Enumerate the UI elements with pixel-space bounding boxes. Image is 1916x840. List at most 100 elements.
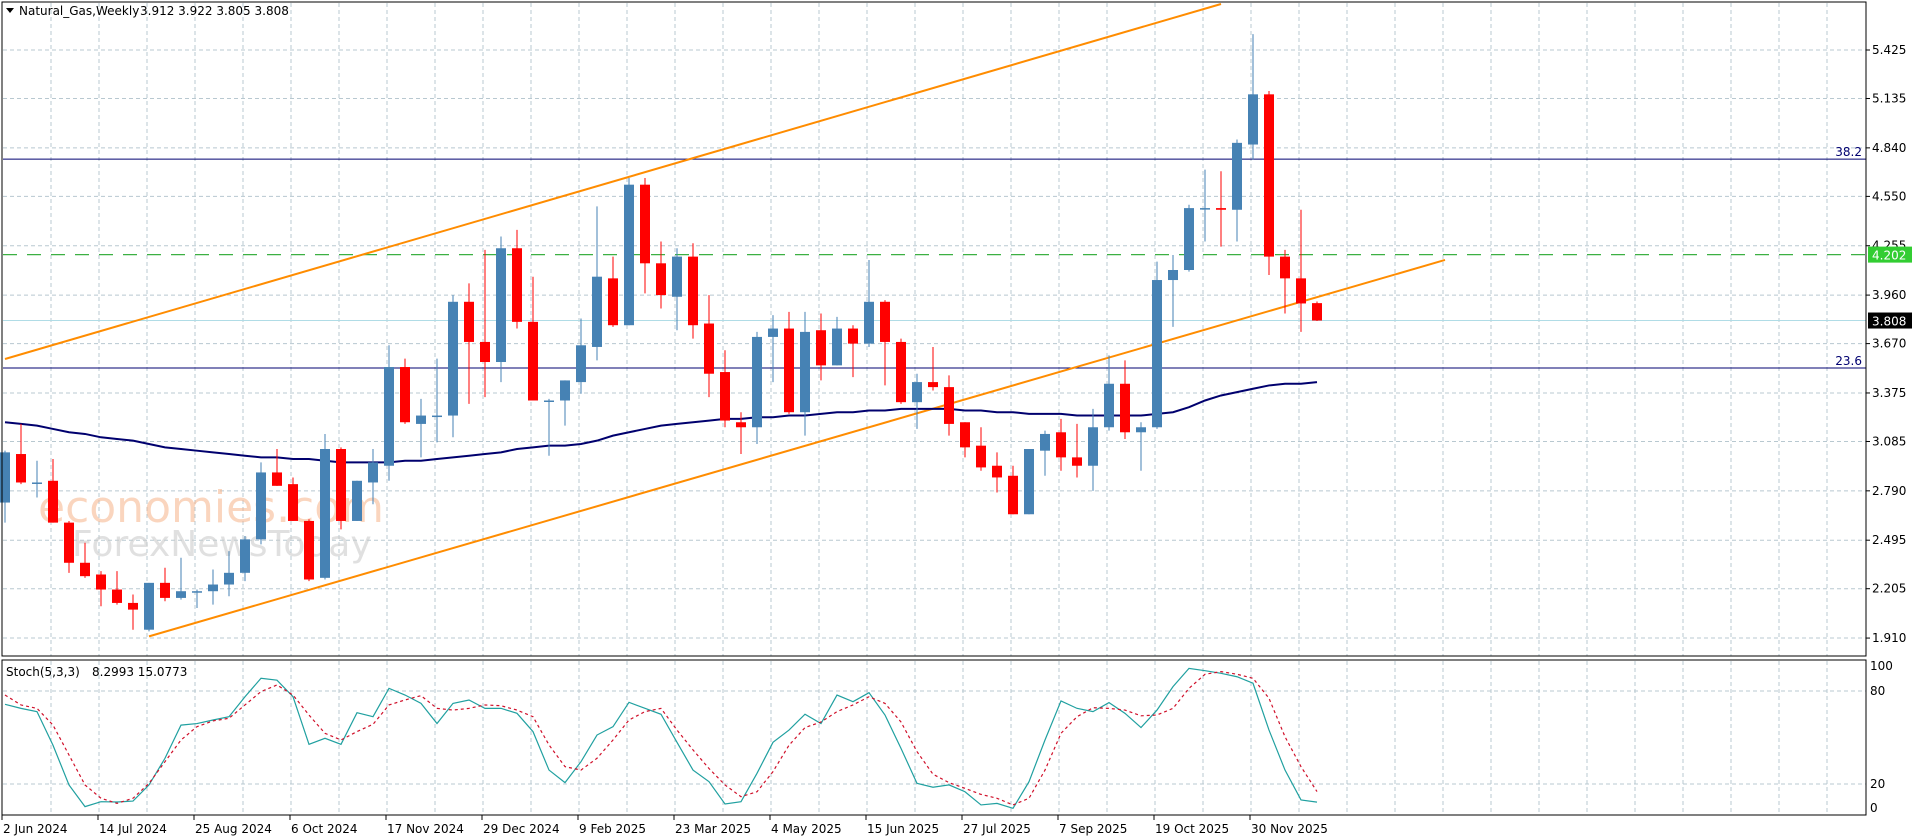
candle-body <box>1312 303 1322 321</box>
candle-body <box>1232 142 1242 210</box>
candle <box>384 345 394 481</box>
candle-body <box>1280 256 1290 279</box>
stochastic-lines <box>4 667 1318 810</box>
candle-body <box>288 484 298 521</box>
price-tick-label: 2.790 <box>1872 484 1906 498</box>
candle <box>128 594 138 630</box>
candle <box>352 480 362 521</box>
candle-body <box>848 328 858 344</box>
candle <box>560 380 570 426</box>
candle-body <box>656 263 666 296</box>
candle <box>1024 449 1034 515</box>
candle-body <box>624 184 634 326</box>
candle-body <box>672 256 682 297</box>
candle-body <box>80 562 90 577</box>
candle <box>1280 249 1290 314</box>
candle <box>304 519 314 582</box>
stoch-panel-frame <box>1 659 1867 816</box>
candle <box>400 358 410 424</box>
candle <box>1040 430 1050 476</box>
stoch-line-d <box>4 671 1318 806</box>
level-price-label: 4.202 <box>1872 249 1906 263</box>
candle <box>1104 355 1114 431</box>
candle-body <box>1024 449 1034 515</box>
watermark: economies.com ForexNewsToday <box>38 482 384 565</box>
time-tick-label: 7 Sep 2025 <box>1059 822 1127 836</box>
candle-body <box>1088 427 1098 466</box>
candle-body <box>1120 383 1130 433</box>
candle-body <box>736 422 746 428</box>
stoch-tick-label: 80 <box>1870 684 1885 698</box>
candle <box>1152 261 1162 429</box>
candle-body <box>128 602 138 610</box>
candle-body <box>480 341 490 363</box>
candle-body <box>368 462 378 483</box>
candle <box>768 315 778 383</box>
candle <box>160 567 170 602</box>
candle <box>1056 418 1066 471</box>
candle-body <box>1168 269 1178 281</box>
candle <box>512 229 522 329</box>
price-tick-label: 3.375 <box>1872 386 1906 400</box>
stoch-axis: 100 80 20 0 <box>1870 659 1893 815</box>
candle-body <box>528 321 538 401</box>
time-tick-label: 25 Aug 2024 <box>195 822 272 836</box>
stoch-tick-label: 0 <box>1870 801 1878 815</box>
candle <box>320 433 330 580</box>
candle <box>1216 171 1226 247</box>
candle-body <box>432 415 442 418</box>
price-axis[interactable]: 5.4255.1354.8404.5504.2553.9603.6703.375… <box>1866 43 1912 645</box>
candle-body <box>352 480 362 521</box>
candle <box>32 460 42 498</box>
candle-body <box>608 278 618 326</box>
collapse-triangle-icon[interactable] <box>6 8 14 13</box>
candle <box>416 398 426 458</box>
candle <box>496 236 506 383</box>
candle <box>144 582 154 632</box>
candle <box>432 358 442 443</box>
candle <box>944 375 954 436</box>
candle-body <box>272 472 282 486</box>
candle <box>544 398 554 456</box>
candle-body <box>944 387 954 424</box>
candle <box>240 536 250 582</box>
candle <box>16 423 26 485</box>
candle <box>1120 360 1130 439</box>
time-tick-label: 4 May 2025 <box>771 822 842 836</box>
candle-body <box>416 415 426 424</box>
candles <box>0 34 1322 632</box>
candle-body <box>192 591 202 593</box>
candle <box>528 276 538 401</box>
candle-body <box>960 422 970 448</box>
candle-body <box>32 482 42 484</box>
price-tick-label: 4.840 <box>1872 141 1906 155</box>
candle <box>1248 34 1258 160</box>
time-tick-label: 6 Oct 2024 <box>291 822 358 836</box>
candle <box>1088 408 1098 491</box>
candle <box>816 313 826 381</box>
candle <box>368 449 378 505</box>
stoch-line-k <box>4 667 1318 810</box>
candle-body <box>512 248 522 322</box>
candle-body <box>112 589 122 603</box>
candle-body <box>1152 280 1162 428</box>
candle <box>192 589 202 608</box>
candle-body <box>96 574 106 590</box>
candle <box>960 422 970 458</box>
candle-body <box>256 472 266 540</box>
candle <box>1168 254 1178 327</box>
candle-body <box>64 522 74 563</box>
price-tick-label: 5.135 <box>1872 92 1906 106</box>
moving-average <box>4 381 1318 464</box>
candle-body <box>224 572 234 585</box>
candle-body <box>640 184 650 264</box>
time-axis[interactable]: 2 Jun 2024 14 Jul 2024 25 Aug 2024 6 Oct 20… <box>1 815 1328 836</box>
candle-body <box>784 328 794 413</box>
candle <box>1312 301 1322 322</box>
candle-body <box>576 345 586 383</box>
candle <box>112 571 122 605</box>
level-price-badge <box>1868 246 1912 263</box>
candle-body <box>1056 432 1066 458</box>
main-panel-frame <box>1 1 1867 657</box>
